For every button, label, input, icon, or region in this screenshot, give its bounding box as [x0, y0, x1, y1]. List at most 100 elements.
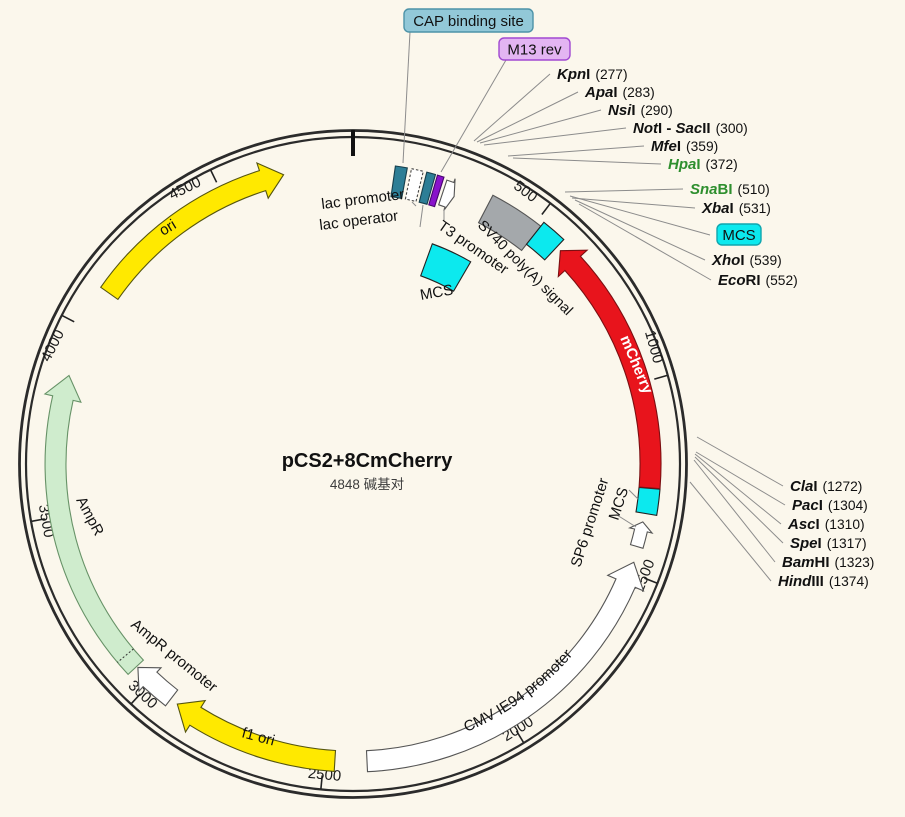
site-label-kpni[interactable]: KpnI (277) — [557, 66, 628, 83]
m13-badge-leader — [440, 59, 507, 173]
mcs3-leader — [628, 489, 639, 500]
site-position: (290) — [641, 103, 673, 118]
feature-cmv-ie94-promoter[interactable] — [365, 561, 645, 773]
badge-mcs[interactable] — [716, 223, 762, 246]
feature-mcs-3[interactable] — [635, 486, 661, 517]
site-name-part: II — [702, 120, 710, 137]
site-label-nsii[interactable]: NsiI (290) — [608, 102, 673, 119]
site-position: (552) — [766, 273, 798, 288]
site-leader-xhoi — [574, 199, 706, 261]
site-name-part: Apa — [584, 84, 613, 101]
site-label-apai[interactable]: ApaI (283) — [584, 84, 655, 101]
tick-label-4000: 4000 — [38, 327, 68, 364]
cap-badge-leader — [402, 31, 411, 164]
site-leader-paci — [695, 451, 786, 506]
feature-cap-binding-site-block[interactable] — [390, 165, 408, 200]
site-label-xbai[interactable]: XbaI (531) — [701, 200, 771, 217]
site-position: (1374) — [829, 574, 869, 589]
site-name-part: I — [818, 535, 822, 552]
tick-500 — [541, 203, 551, 215]
site-position: (372) — [706, 157, 738, 172]
site-leader-hpai — [512, 157, 662, 165]
site-label-mfei[interactable]: MfeI (359) — [651, 138, 718, 155]
site-label-hpai[interactable]: HpaI (372) — [668, 156, 738, 173]
site-label-paci[interactable]: PacI (1304) — [792, 497, 868, 514]
site-name-part: I — [613, 84, 617, 101]
site-name-part: I — [813, 478, 817, 495]
site-name-part: Cla — [790, 478, 813, 495]
feature-sp6-promoter[interactable] — [627, 521, 654, 549]
site-name-part: Sna — [690, 181, 718, 198]
sp6-leader — [616, 514, 637, 528]
site-leader-ecori — [578, 203, 712, 281]
site-position: (510) — [738, 182, 770, 197]
badge-label-mcs: MCS — [722, 227, 755, 244]
site-label-noti-sacii[interactable]: NotI - SacII (300) — [633, 120, 748, 137]
site-leader-apai — [476, 91, 579, 143]
feature-mcs-2[interactable] — [525, 221, 565, 261]
mcs-badge-leader — [569, 195, 711, 236]
site-position: (1323) — [835, 555, 875, 570]
feature-label-sp6-promoter[interactable]: SP6 promoter — [568, 476, 613, 569]
site-name-part: Spe — [790, 535, 818, 552]
site-name-part: Nsi — [608, 102, 632, 119]
site-label-ecori[interactable]: EcoRI (552) — [718, 272, 798, 289]
site-name-part: Pac — [792, 497, 819, 514]
feature-ampr-promoter[interactable] — [137, 666, 179, 707]
site-name-part: Eco — [718, 272, 746, 289]
feature-mcherry[interactable] — [557, 249, 662, 490]
site-name-part: I — [658, 120, 662, 137]
site-name-part: I — [819, 497, 823, 514]
site-name-part: I — [696, 156, 700, 173]
site-position: (1317) — [827, 536, 867, 551]
site-leader-noti-sacii — [483, 127, 627, 146]
feature-m13-rev-block[interactable] — [428, 174, 445, 208]
feature-t3-promoter[interactable] — [438, 178, 456, 212]
feature-mcs-1[interactable] — [419, 243, 472, 292]
site-leader-hindiii — [689, 481, 772, 582]
feature-f1-ori[interactable] — [176, 699, 337, 772]
site-name-part: III — [811, 573, 824, 590]
site-label-asci[interactable]: AscI (1310) — [787, 516, 865, 533]
tick-label-500: 500 — [510, 177, 540, 206]
badge-cap-binding-site[interactable] — [403, 8, 534, 33]
feature-divider-ampr — [117, 648, 134, 663]
tick-2000 — [515, 730, 525, 743]
tick-4500 — [209, 169, 218, 183]
site-label-clai[interactable]: ClaI (1272) — [790, 478, 862, 495]
feature-label-mcs-sp6-label[interactable]: MCS — [606, 485, 632, 522]
site-name-part: Bam — [782, 554, 815, 571]
site-label-snabi[interactable]: SnaBI (510) — [690, 181, 770, 198]
feature-sv40-polya[interactable] — [477, 194, 542, 252]
feature-lac-promoter-block[interactable] — [404, 168, 424, 203]
site-name-part: Hind — [778, 573, 812, 590]
feature-label-ampr[interactable]: AmpR — [72, 494, 107, 539]
feature-ori[interactable] — [99, 162, 285, 301]
site-leader-xbai — [571, 197, 696, 209]
site-label-spei[interactable]: SpeI (1317) — [790, 535, 867, 552]
site-position: (359) — [686, 139, 718, 154]
site-name-part: Sac — [676, 120, 703, 137]
site-name-part: I — [631, 102, 635, 119]
site-leader-bamhi — [693, 459, 776, 563]
site-name-part: Not — [633, 120, 659, 137]
plasmid-title: pCS2+8CmCherry — [282, 450, 454, 472]
site-label-bamhi[interactable]: BamHI (1323) — [782, 554, 874, 571]
badge-m13-rev[interactable] — [498, 37, 571, 61]
site-name-part: I — [586, 66, 590, 83]
badge-label-cap-binding-site: CAP binding site — [413, 13, 524, 30]
feature-label-ori[interactable]: ori — [156, 216, 179, 239]
feature-ampr[interactable] — [43, 374, 145, 676]
site-name-part: I — [677, 138, 681, 155]
tick-2500 — [320, 775, 323, 789]
tick-3500 — [31, 518, 45, 523]
site-label-hindiii[interactable]: HindIII (1374) — [778, 573, 869, 590]
tick-label-1000: 1000 — [641, 329, 666, 366]
site-label-xhoi[interactable]: XhoI (539) — [711, 252, 782, 269]
tick-1000 — [654, 374, 668, 380]
site-name-part: Asc — [787, 516, 816, 533]
feature-lac-operator-block[interactable] — [418, 171, 437, 205]
site-position: (539) — [750, 253, 782, 268]
feature-label-mcs-1[interactable]: MCS — [419, 281, 455, 304]
